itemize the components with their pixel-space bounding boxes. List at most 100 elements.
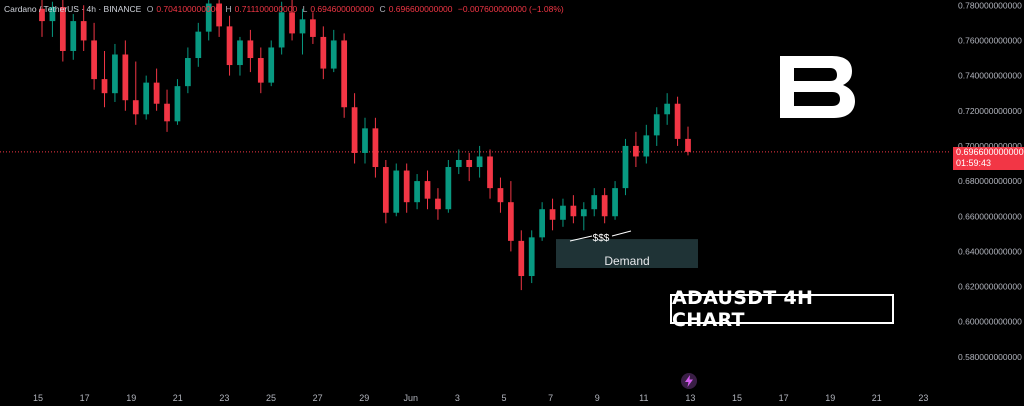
candle-body [560, 205, 566, 220]
lightning-glyph [685, 375, 693, 387]
price-tick-label: 0.720000000000 [958, 106, 1022, 116]
demand-zone [556, 239, 698, 257]
candle-body [39, 8, 45, 22]
candle-body [185, 58, 191, 87]
candle-body [612, 188, 618, 217]
candle-body [601, 195, 608, 217]
candle-body [101, 79, 108, 94]
candle-body [257, 58, 264, 83]
candle-body [372, 128, 379, 168]
candle-body [570, 205, 577, 217]
price-tick-label: 0.680000000000 [958, 176, 1022, 186]
time-tick-label: 11 [639, 393, 648, 403]
candle-body [435, 198, 441, 210]
candle-body [132, 100, 139, 115]
candle-body [341, 40, 348, 108]
price-tick-label: 0.760000000000 [958, 35, 1022, 45]
last-price-value: 0.696600000000 [956, 147, 1024, 157]
candle-body [549, 209, 556, 220]
candle-body [299, 19, 306, 34]
candle-body [153, 82, 160, 104]
candle-body [382, 167, 389, 213]
grid-lines [556, 239, 698, 257]
price-tick-label: 0.580000000000 [958, 352, 1022, 362]
time-tick-label: 3 [455, 393, 460, 403]
liquidity-label: $$$ [593, 233, 610, 244]
time-tick-label: 19 [825, 393, 835, 403]
low-label: L [302, 4, 308, 14]
last-price-tag: 0.696600000000 01:59:43 [953, 147, 1024, 170]
candle-body [143, 82, 150, 115]
candle-body [674, 103, 681, 139]
candle-body [59, 7, 66, 51]
candle-body [528, 237, 535, 277]
candle-body [122, 54, 129, 101]
brand-b-logo [780, 56, 855, 118]
candle-body [320, 36, 327, 69]
candle-body [633, 145, 639, 157]
candle-body [414, 181, 420, 203]
candle-body [580, 209, 587, 217]
time-tick-label: 5 [501, 393, 506, 403]
liquidity-line-right [611, 230, 632, 237]
time-tick-label: 23 [918, 393, 928, 403]
price-tick-label: 0.780000000000 [958, 0, 1022, 10]
bar-countdown: 01:59:43 [956, 158, 992, 168]
price-tick-label: 0.600000000000 [958, 317, 1022, 327]
time-tick-label: 23 [219, 393, 229, 403]
candles [39, 0, 691, 291]
time-tick-label: 15 [33, 393, 43, 403]
candle-body [424, 181, 431, 199]
liquidity-annotation: $$$ [569, 230, 632, 244]
demand-zone-label: Demand [556, 253, 698, 268]
high-label: H [225, 4, 232, 14]
candle-body [268, 47, 275, 83]
price-tick-label: 0.740000000000 [958, 71, 1022, 81]
change-value: −0.007600000000 (−1.08%) [457, 4, 564, 14]
price-tick-label: 0.700000000000 [958, 141, 1022, 151]
candle-body [362, 128, 368, 153]
time-tick-label: 25 [266, 393, 276, 403]
time-tick-label: Jun [404, 393, 419, 403]
time-tick-label: 21 [872, 393, 882, 403]
candle-body [330, 40, 337, 69]
candle-body [237, 40, 243, 66]
candle-body [393, 170, 400, 213]
symbol-name[interactable]: Cardano / TetherUS · 4h · BINANCE [4, 4, 142, 14]
candle-body [289, 12, 295, 34]
price-tick-label: 0.660000000000 [958, 211, 1022, 221]
candle-body [205, 3, 212, 32]
candle-body [664, 103, 671, 115]
candle-body [508, 202, 514, 241]
candle-body [643, 135, 650, 157]
close-label: C [379, 4, 386, 14]
low-value: 0.694600000000 [310, 4, 375, 14]
time-tick-label: 9 [595, 393, 600, 403]
time-tick-label: 21 [173, 393, 183, 403]
liquidity-line-left [569, 235, 593, 242]
time-tick-label: 19 [126, 393, 136, 403]
symbol-legend[interactable]: Cardano / TetherUS · 4h · BINANCE O 0.704… [4, 4, 567, 14]
lightning-icon[interactable] [681, 373, 697, 389]
candle-body [80, 21, 87, 41]
time-tick-label: 13 [685, 393, 695, 403]
candle-body [49, 7, 56, 22]
candle-body [278, 12, 285, 48]
high-value: 0.711100000000 [234, 4, 298, 14]
candle-body [455, 159, 462, 168]
candle-body [226, 26, 233, 66]
candle-body [653, 114, 660, 136]
candle-body [403, 170, 410, 203]
time-axis[interactable]: 15 17 19 21 23 25 27 29 Jun 3 5 7 9 11 13 15 17 19 21 23 [33, 393, 928, 403]
candle-body [476, 156, 483, 168]
candle-body [518, 240, 525, 277]
time-tick-label: 29 [359, 393, 369, 403]
time-tick-label: 17 [779, 393, 789, 403]
time-tick-label: 17 [80, 393, 90, 403]
candle-body [195, 31, 202, 59]
price-axis[interactable]: 0.780000000000 0.760000000000 0.7400000000… [958, 0, 1022, 362]
candle-body [622, 145, 629, 189]
price-tick-label: 0.640000000000 [958, 246, 1022, 256]
candle-body [91, 40, 97, 80]
